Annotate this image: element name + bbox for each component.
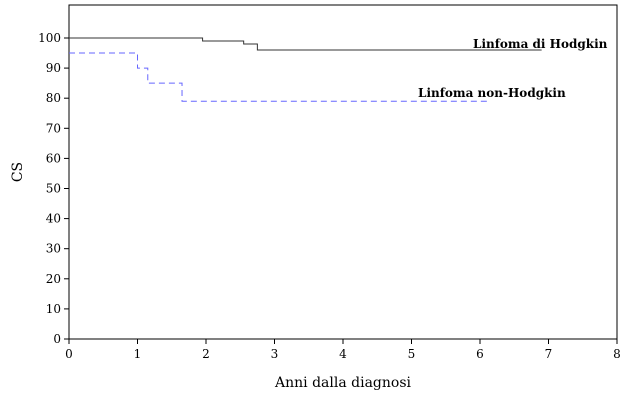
- x-axis-title: Anni dalla diagnosi: [274, 375, 412, 391]
- y-tick-label: 20: [46, 272, 61, 286]
- y-tick-label: 50: [46, 182, 61, 196]
- series-label-non-hodgkin: Linfoma non-Hodgkin: [418, 86, 566, 100]
- x-tick-label: 4: [339, 347, 347, 361]
- y-tick-label: 70: [46, 121, 61, 135]
- y-tick-label: 30: [46, 242, 61, 256]
- y-tick-label: 90: [46, 61, 61, 75]
- series-lines: [69, 37, 542, 102]
- x-tick-label: 1: [134, 347, 142, 361]
- y-tick-label: 80: [46, 91, 61, 105]
- y-tick-label: 0: [53, 332, 61, 346]
- y-tick-label: 60: [46, 151, 61, 165]
- y-tick-label: 10: [46, 302, 61, 316]
- x-tick-label: 0: [65, 347, 73, 361]
- series-line-non-hodgkin: [69, 52, 491, 102]
- x-tick-label: 7: [545, 347, 553, 361]
- series-label-hodgkin: Linfoma di Hodgkin: [473, 37, 608, 51]
- y-tick-label: 40: [46, 212, 61, 226]
- plot-frame: [68, 4, 618, 340]
- x-tick-label: 3: [271, 347, 279, 361]
- x-tick-label: 6: [476, 347, 484, 361]
- y-axis-title: CS: [10, 162, 26, 182]
- x-axis-ticks: 0 1 2 3 4 5 6 7 8: [65, 339, 621, 361]
- x-tick-label: 8: [613, 347, 621, 361]
- y-tick-label: 100: [38, 31, 61, 45]
- x-tick-label: 5: [408, 347, 416, 361]
- y-axis-ticks: 0 10 20 30 40 50 60 70 80 90 100: [38, 31, 69, 346]
- x-tick-label: 2: [202, 347, 210, 361]
- series-line-hodgkin: [69, 37, 542, 51]
